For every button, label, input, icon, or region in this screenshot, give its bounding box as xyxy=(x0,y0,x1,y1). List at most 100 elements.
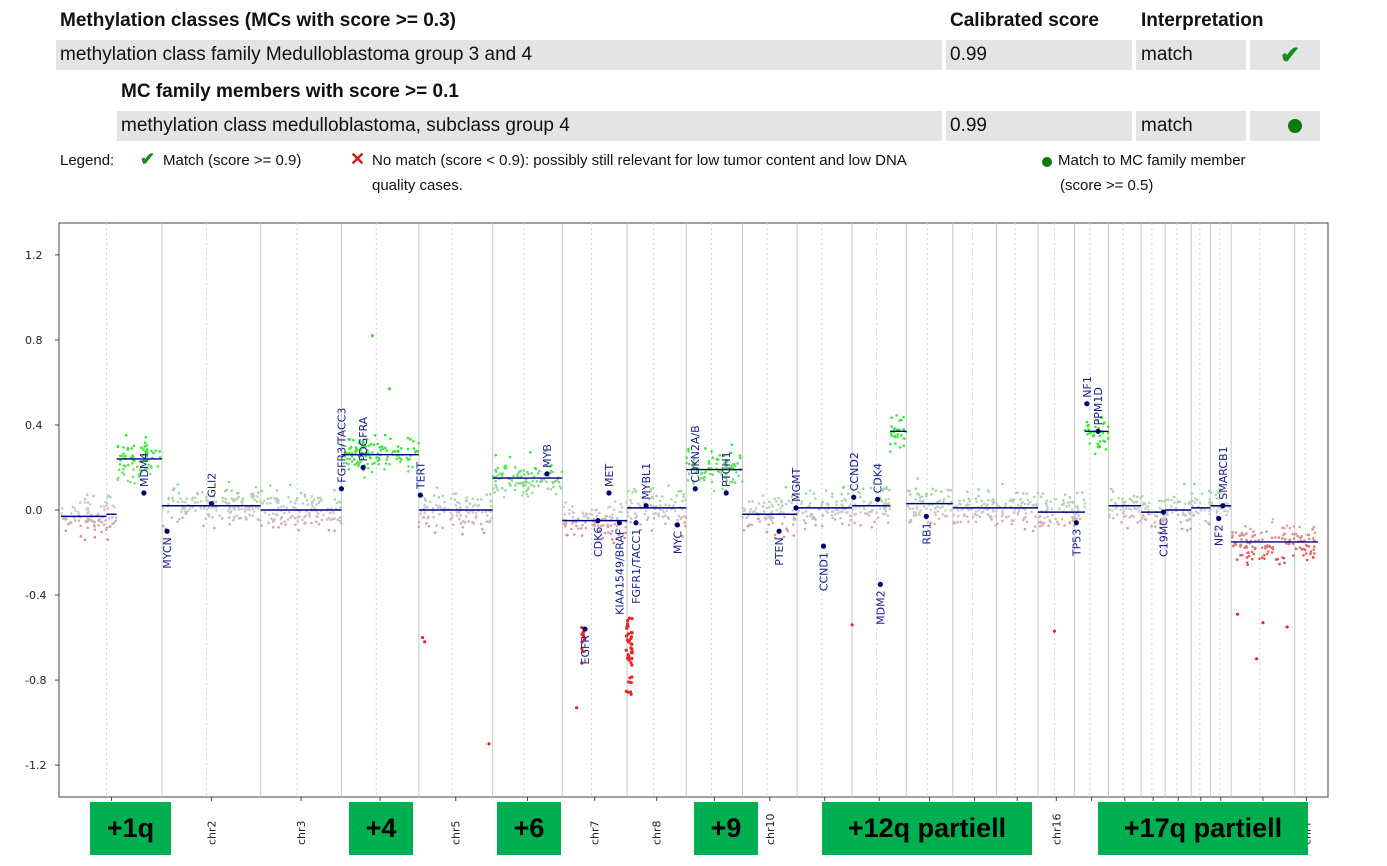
probe-point xyxy=(357,441,361,445)
probe-point xyxy=(731,466,735,470)
probe-point xyxy=(1001,511,1004,514)
probe-point xyxy=(859,510,863,514)
probe-point xyxy=(459,514,463,517)
probe-point xyxy=(1110,487,1113,491)
probe-point xyxy=(79,524,82,528)
probe-point xyxy=(131,455,135,458)
probe-point xyxy=(626,514,630,518)
probe-point xyxy=(456,500,459,504)
probe-point xyxy=(295,498,298,502)
probe-point xyxy=(884,498,888,502)
probe-point xyxy=(235,514,238,518)
probe-point xyxy=(724,459,728,462)
probe-point xyxy=(144,435,148,439)
gene-label: PTCH1 xyxy=(720,451,733,487)
member-dot-icon xyxy=(1288,119,1302,133)
probe-point xyxy=(275,489,279,492)
probe-point xyxy=(423,511,427,515)
probe-point xyxy=(253,498,256,502)
probe-point xyxy=(854,512,858,516)
probe-point xyxy=(79,535,83,538)
probe-point xyxy=(780,504,784,508)
probe-point xyxy=(263,511,267,514)
probe-point xyxy=(890,425,893,428)
probe-point xyxy=(740,480,744,483)
probe-point xyxy=(471,497,474,500)
probe-point xyxy=(1124,500,1127,504)
probe-point xyxy=(699,472,703,476)
probe-point xyxy=(1110,498,1113,502)
probe-point xyxy=(826,502,830,506)
probe-point xyxy=(221,499,225,503)
annotation-4: +4 xyxy=(349,802,413,855)
probe-point xyxy=(441,494,444,498)
probe-point xyxy=(1231,544,1235,548)
probe-point xyxy=(501,486,504,490)
probe-point xyxy=(721,487,724,491)
probe-point xyxy=(624,634,629,638)
header-score: Calibrated score xyxy=(950,10,1099,31)
probe-point xyxy=(782,535,786,539)
probe-point xyxy=(934,513,937,517)
probe-point xyxy=(644,509,648,513)
probe-point xyxy=(930,492,933,496)
probe-point xyxy=(894,442,897,445)
row2-icon-bg xyxy=(1250,111,1320,141)
probe-point xyxy=(830,513,834,517)
probe-point xyxy=(465,515,468,518)
probe-point xyxy=(1161,520,1165,523)
probe-point xyxy=(702,478,706,482)
probe-point xyxy=(1057,522,1060,526)
probe-point xyxy=(609,524,613,527)
probe-point xyxy=(571,505,574,508)
probe-point xyxy=(626,489,630,493)
probe-point xyxy=(1144,518,1148,521)
header-interpretation: Interpretation xyxy=(1141,10,1264,31)
probe-point xyxy=(1001,519,1004,523)
probe-point xyxy=(359,448,363,452)
row1-interpretation: match xyxy=(1141,44,1193,65)
probe-point xyxy=(461,526,465,529)
annotation-9: +9 xyxy=(694,802,758,855)
probe-point xyxy=(580,647,584,651)
probe-point xyxy=(580,527,583,530)
probe-point xyxy=(66,522,70,526)
probe-point xyxy=(962,499,965,502)
probe-point xyxy=(634,516,637,520)
probe-point xyxy=(114,519,117,523)
probe-point xyxy=(896,428,899,431)
outlier-point xyxy=(487,742,491,746)
probe-point xyxy=(790,501,794,504)
probe-point xyxy=(432,515,435,519)
y-tick-label: 0.0 xyxy=(25,504,43,517)
probe-point xyxy=(731,478,735,481)
probe-point xyxy=(674,500,677,504)
probe-point xyxy=(918,496,922,499)
probe-point xyxy=(1175,506,1178,510)
probe-point xyxy=(638,504,642,508)
probe-point xyxy=(522,481,525,484)
probe-point xyxy=(792,516,796,519)
probe-point xyxy=(615,517,619,520)
probe-point xyxy=(908,507,912,511)
probe-point xyxy=(494,470,498,473)
probe-point xyxy=(720,473,724,477)
probe-point xyxy=(1150,524,1153,528)
probe-point xyxy=(378,458,381,461)
probe-point xyxy=(256,495,259,498)
probe-point xyxy=(343,455,346,458)
probe-point xyxy=(1045,505,1049,508)
probe-point xyxy=(893,427,896,430)
probe-point xyxy=(686,478,690,482)
gene-marker xyxy=(582,626,588,632)
probe-point xyxy=(86,493,89,497)
probe-point xyxy=(122,467,125,471)
gene-marker xyxy=(1095,428,1101,434)
probe-point xyxy=(485,520,489,523)
probe-point xyxy=(1140,517,1144,520)
probe-point xyxy=(176,483,179,486)
probe-point xyxy=(525,481,529,484)
gene-label: TP53 xyxy=(1070,529,1083,557)
y-tick-label: -1.2 xyxy=(25,759,46,772)
probe-point xyxy=(780,501,783,504)
